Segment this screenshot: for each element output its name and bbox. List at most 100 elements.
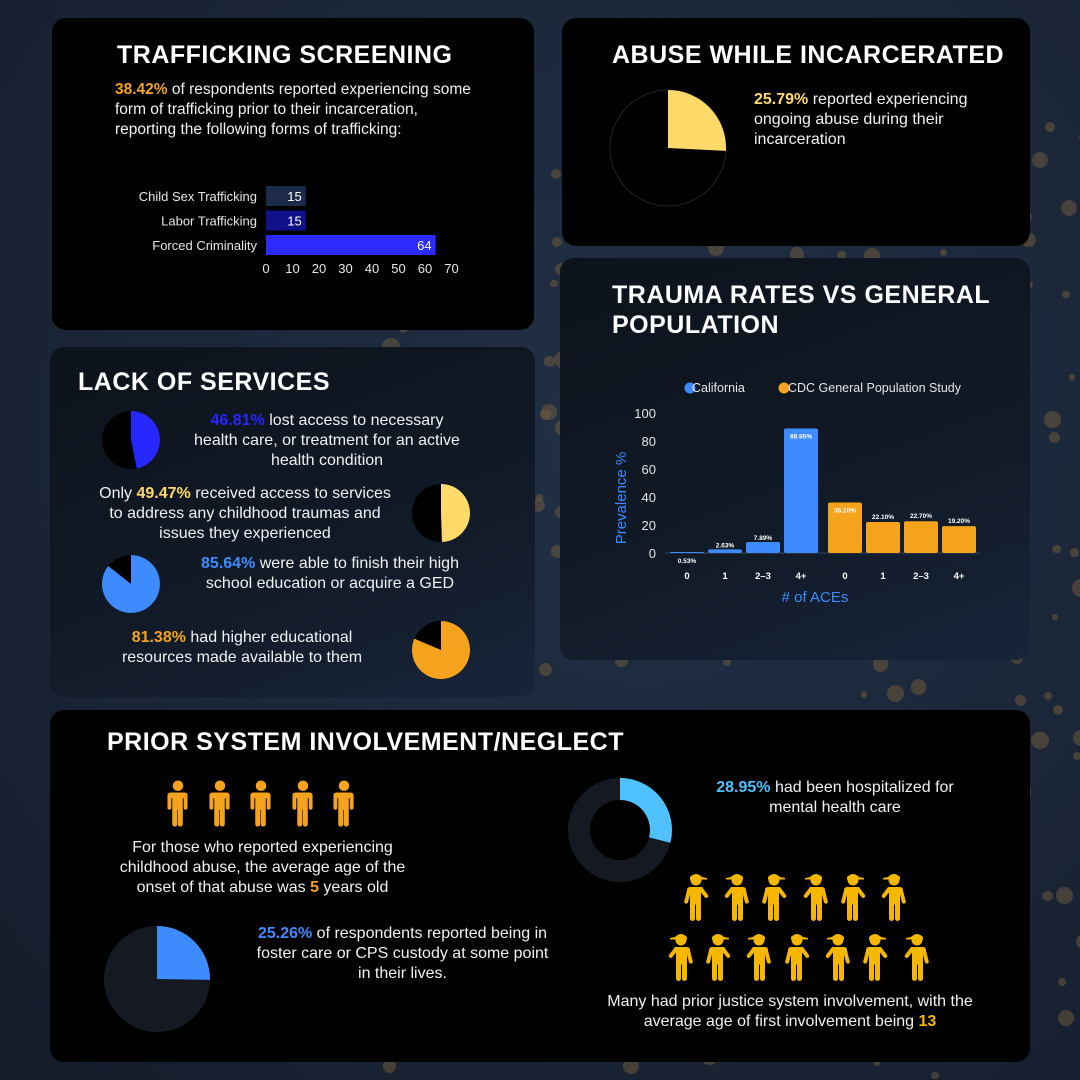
trauma-x-tick: 0 xyxy=(842,571,847,582)
trauma-x-tick: 2–3 xyxy=(755,571,771,582)
person-icon xyxy=(785,934,810,981)
onset-text: For those who reported experiencing chil… xyxy=(100,838,425,898)
abuse-panel: ABUSE WHILE INCARCERATED 25.79% reported… xyxy=(562,18,1030,246)
services-pie-slice xyxy=(441,484,470,542)
person-icon xyxy=(724,874,749,921)
hospitalization-text: 28.95% had been hospitalized for mental … xyxy=(700,778,970,818)
trauma-bar xyxy=(942,526,976,553)
services-pie-slice xyxy=(412,621,470,679)
abuse-pie-slice xyxy=(668,90,726,151)
trafficking-bar-label: Child Sex Trafficking xyxy=(139,189,257,204)
education-text: 85.64% were able to finish their high sc… xyxy=(180,554,480,594)
abuse-description: 25.79% reported experiencing ongoing abu… xyxy=(754,90,994,150)
trauma-legend-marker xyxy=(778,382,790,394)
foster-care-text: 25.26% of respondents reported being in … xyxy=(250,924,555,984)
trauma-x-tick: 1 xyxy=(722,571,728,582)
services-pie-slice xyxy=(102,555,160,613)
prior-system-panel: PRIOR SYSTEM INVOLVEMENT/NEGLECT For tho… xyxy=(50,710,1030,1062)
trafficking-description: 38.42% of respondents reported experienc… xyxy=(115,80,475,140)
trauma-bar-label: 88.95% xyxy=(790,433,812,440)
trauma-x-tick: 4+ xyxy=(954,571,965,582)
trafficking-x-tick: 10 xyxy=(285,261,299,276)
education-pct: 85.64% xyxy=(201,555,256,572)
trafficking-bar-value: 15 xyxy=(287,189,301,204)
trauma-legend-marker xyxy=(684,382,696,394)
trauma-bar-label: 19.20% xyxy=(948,518,970,525)
trafficking-x-tick: 30 xyxy=(338,261,352,276)
foster-care-pct: 25.26% xyxy=(257,925,313,942)
person-icon xyxy=(841,874,866,921)
trafficking-pct: 38.42% xyxy=(115,81,168,98)
abuse-pie-chart xyxy=(609,89,727,207)
trauma-bar xyxy=(670,552,704,553)
trauma-bar xyxy=(828,502,862,553)
foster-care-desc: of respondents reported being in foster … xyxy=(256,925,549,982)
trauma-bar xyxy=(866,522,900,553)
person-icon xyxy=(746,934,771,981)
hospitalization-pct: 28.95% xyxy=(716,779,771,796)
foster-pie-slice xyxy=(157,926,210,980)
trauma-y-tick: 80 xyxy=(642,434,656,449)
hospitalization-desc: had been hospitalized for mental health … xyxy=(769,779,954,816)
trauma-bar-label: 22.10% xyxy=(872,514,894,521)
abuse-title: ABUSE WHILE INCARCERATED xyxy=(612,41,1005,69)
person-icon xyxy=(167,780,188,827)
person-icon xyxy=(881,874,906,921)
trafficking-bar xyxy=(266,235,436,255)
health-care-pie-chart xyxy=(102,411,160,469)
trauma-bar-label: 36.10% xyxy=(834,507,856,514)
trauma-services-pie-chart xyxy=(412,484,470,542)
services-pie-slice xyxy=(131,411,160,469)
abuse-text: reported experiencing ongoing abuse duri… xyxy=(754,91,968,148)
trauma-y-tick: 40 xyxy=(642,490,656,505)
trauma-bar-label: 7.89% xyxy=(754,535,773,542)
trauma-services-pct: 49.47% xyxy=(136,485,191,502)
person-icon xyxy=(291,780,313,827)
higher-ed-desc: had higher educational resources made av… xyxy=(121,629,363,666)
trafficking-x-tick: 70 xyxy=(444,261,458,276)
trafficking-x-tick: 40 xyxy=(365,261,379,276)
trauma-y-tick: 100 xyxy=(634,406,656,421)
trauma-y-tick: 60 xyxy=(642,462,656,477)
trauma-services-text: Only 49.47% received access to services … xyxy=(95,484,395,544)
trauma-bar xyxy=(708,549,742,553)
justice-desc: Many had prior justice system involvemen… xyxy=(607,993,973,1030)
trafficking-text: of respondents reported experiencing som… xyxy=(115,81,471,138)
hospitalization-donut-chart xyxy=(568,778,672,882)
education-pie-chart xyxy=(102,555,160,613)
trauma-services-prefix: Only xyxy=(99,485,137,502)
higher-ed-pct: 81.38% xyxy=(131,629,186,646)
trafficking-panel: TRAFFICKING SCREENING 38.42% of responde… xyxy=(52,18,534,330)
trauma-y-tick: 0 xyxy=(649,546,656,561)
trauma-bar-label: 0.53% xyxy=(678,558,697,565)
person-icon xyxy=(706,934,731,981)
trafficking-bar xyxy=(266,210,306,231)
trafficking-bar-value: 15 xyxy=(287,214,301,229)
trafficking-x-tick: 0 xyxy=(262,261,269,276)
trauma-x-label: # of ACEs xyxy=(782,589,849,606)
onset-desc: For those who reported experiencing chil… xyxy=(119,839,406,896)
trauma-services-desc: received access to services to address a… xyxy=(109,485,391,542)
education-desc: were able to finish their high school ed… xyxy=(205,555,459,592)
trauma-x-tick: 2–3 xyxy=(913,571,929,582)
person-icon xyxy=(803,874,828,921)
trauma-bar xyxy=(746,541,780,553)
trauma-y-label: Prevalence % xyxy=(613,452,630,545)
person-icon xyxy=(904,934,929,981)
health-care-desc: lost access to necessary health care, or… xyxy=(194,412,460,469)
person-icon xyxy=(250,780,271,827)
person-icon xyxy=(762,874,787,921)
person-icon xyxy=(684,874,709,921)
trafficking-bar xyxy=(266,186,306,206)
trauma-bar xyxy=(904,521,938,553)
prior-system-title: PRIOR SYSTEM INVOLVEMENT/NEGLECT xyxy=(107,728,624,756)
services-title: LACK OF SERVICES xyxy=(78,368,331,396)
foster-care-pie-chart xyxy=(104,926,210,1032)
trafficking-x-tick: 60 xyxy=(418,261,432,276)
trauma-y-tick: 20 xyxy=(642,518,656,533)
person-icon xyxy=(863,934,888,981)
higher-ed-text: 81.38% had higher educational resources … xyxy=(102,628,382,668)
person-icon xyxy=(668,934,693,981)
health-care-text: 46.81% lost access to necessary health c… xyxy=(192,411,462,471)
